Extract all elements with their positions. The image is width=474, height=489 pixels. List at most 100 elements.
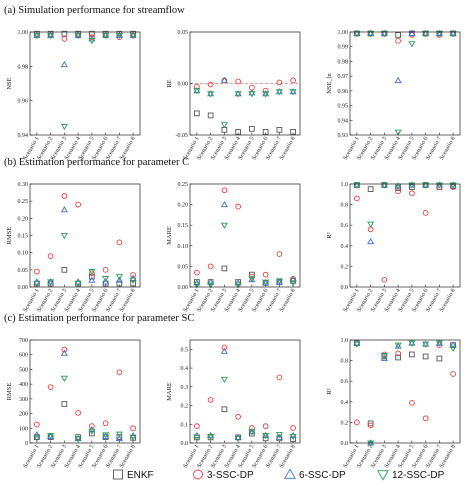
- data-point: [353, 339, 361, 346]
- legend-item: 12-SSC-DP: [377, 470, 445, 481]
- y-tick-label: 0.2: [341, 264, 349, 270]
- data-point: [207, 397, 214, 403]
- plot-frame: [189, 339, 301, 444]
- data-point: [234, 433, 242, 440]
- data-point: [61, 266, 68, 273]
- y-tick-label: 0.15: [18, 234, 29, 240]
- y-axis-label: RMSE: [6, 227, 13, 245]
- y-tick-label: 0.98: [18, 64, 29, 70]
- data-point: [61, 346, 68, 353]
- data-point: [207, 91, 215, 98]
- y-tick-label: 0.94: [18, 133, 29, 139]
- data-point: [220, 376, 228, 383]
- y-axis-label: MARE: [166, 382, 173, 401]
- data-point: [220, 222, 228, 229]
- y-tick-label: -0.05: [176, 133, 189, 139]
- y-tick-label: 600: [19, 353, 28, 359]
- y-tick-label: 0.94: [338, 118, 349, 124]
- data-point: [435, 30, 443, 38]
- data-point: [435, 182, 443, 189]
- data-point: [354, 419, 360, 426]
- y-axis-label: MARE: [166, 226, 173, 245]
- data-point: [395, 354, 401, 361]
- data-point: [193, 88, 201, 95]
- data-point: [220, 200, 228, 208]
- plot-frame: [349, 183, 461, 288]
- y-tick-label: 500: [19, 367, 28, 373]
- y-tick-label: 0.10: [178, 244, 189, 250]
- section-title-a: (a) Simulation performance for streamflo…: [4, 5, 185, 16]
- data-point: [61, 193, 68, 199]
- data-point: [381, 276, 388, 283]
- legend-item: 3-SSC-DP: [193, 469, 254, 481]
- data-point: [102, 420, 109, 426]
- y-tick-label: 0.97: [338, 74, 349, 80]
- y-tick-label: 0.99: [338, 45, 349, 51]
- data-point: [220, 347, 228, 354]
- data-point: [289, 275, 297, 283]
- y-tick-label: 1.00: [338, 30, 349, 36]
- data-point: [60, 206, 68, 213]
- data-point: [380, 30, 388, 38]
- data-point: [289, 280, 297, 287]
- data-point: [380, 182, 388, 189]
- data-point: [194, 269, 200, 276]
- data-point: [276, 79, 283, 86]
- legend-marker: [113, 469, 123, 480]
- data-point: [367, 238, 375, 245]
- data-point: [221, 187, 228, 194]
- data-point: [220, 76, 228, 83]
- data-point: [88, 38, 96, 45]
- data-point: [194, 423, 200, 429]
- data-point: [409, 399, 415, 406]
- data-point: [234, 91, 242, 98]
- data-point: [275, 278, 283, 285]
- data-point: [102, 278, 110, 285]
- y-tick-label: 0.0: [341, 441, 349, 447]
- data-point: [290, 77, 296, 84]
- y-axis-label: RE: [166, 79, 173, 87]
- data-point: [60, 233, 68, 240]
- data-point: [353, 341, 361, 348]
- data-point: [207, 112, 214, 119]
- y-tick-label: 700: [19, 338, 28, 344]
- data-point: [262, 271, 269, 278]
- y-axis-label: R²: [326, 388, 333, 394]
- data-point: [115, 276, 123, 283]
- data-point: [436, 355, 443, 362]
- data-point: [88, 269, 96, 276]
- data-point: [129, 32, 137, 40]
- data-point: [367, 440, 375, 447]
- y-tick-label: 0.25: [178, 182, 189, 188]
- data-point: [75, 201, 81, 208]
- data-point: [394, 342, 402, 349]
- y-tick-label: 300: [19, 397, 28, 403]
- data-point: [367, 422, 374, 429]
- data-point: [289, 431, 297, 438]
- data-point: [422, 353, 429, 360]
- data-point: [262, 433, 270, 440]
- data-point: [115, 431, 123, 438]
- y-tick-label: 0.30: [18, 182, 29, 188]
- y-tick-label: 0.20: [178, 203, 189, 209]
- data-point: [290, 436, 296, 443]
- data-point: [89, 270, 95, 277]
- legend-marker: [284, 468, 296, 479]
- legend-label: ENKF: [127, 470, 154, 481]
- data-point: [207, 81, 214, 88]
- data-point: [130, 425, 136, 432]
- data-point: [262, 423, 269, 429]
- data-point: [409, 351, 415, 358]
- data-point: [102, 266, 109, 273]
- data-point: [422, 30, 430, 38]
- data-point: [289, 89, 297, 96]
- data-point: [408, 182, 416, 189]
- y-tick-label: 0.15: [178, 223, 189, 229]
- y-tick-label: 0.1: [181, 422, 189, 428]
- data-point: [289, 433, 297, 441]
- data-point: [102, 275, 110, 283]
- data-point: [380, 352, 388, 360]
